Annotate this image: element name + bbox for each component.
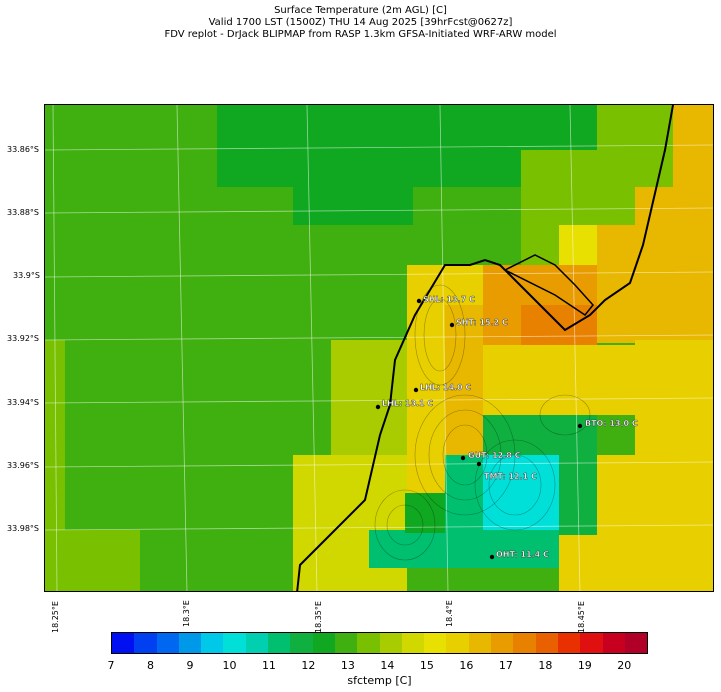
colorbar-swatch <box>134 633 157 653</box>
lat-tick: 33.92°S <box>7 334 39 343</box>
warm-zone <box>559 225 597 265</box>
colorbar-swatch <box>334 633 358 653</box>
map-title: Surface Temperature (2m AGL) [C] Valid 1… <box>0 5 721 41</box>
colorbar-tick: 14 <box>380 659 395 672</box>
mild-zone <box>293 455 407 591</box>
colorbar-swatch <box>357 633 380 653</box>
lon-tick: 18.35°E <box>314 601 323 633</box>
station-label: SHT: 15.2 C <box>456 318 508 327</box>
colorbar-tick: 20 <box>617 659 632 672</box>
station-label: SHL: 13.7 C <box>423 295 475 304</box>
station-labels: SHL: 13.7 C SHT: 15.2 C LHL: 14.0 C LHL:… <box>382 295 638 559</box>
colorbar-swatch <box>624 633 648 653</box>
colorbar-tick: 7 <box>107 659 115 672</box>
lon-tick: 18.45°E <box>577 601 586 633</box>
colorbar-swatch <box>535 633 558 653</box>
station-label: BTO: 13.0 C <box>585 419 638 428</box>
map-canvas: SHL: 13.7 C SHT: 15.2 C LHL: 14.0 C LHL:… <box>45 105 713 591</box>
colorbar-tick: 17 <box>498 659 513 672</box>
station-dot <box>416 298 422 304</box>
colorbar-swatch <box>424 633 447 653</box>
colorbar-tick: 16 <box>459 659 474 672</box>
title-line-2: Valid 1700 LST (1500Z) THU 14 Aug 2025 [… <box>208 17 513 28</box>
station-dot <box>489 554 495 560</box>
coastline <box>296 105 674 591</box>
lat-tick: 33.94°S <box>7 398 39 407</box>
colorbar-swatch <box>268 633 291 653</box>
colorbar-swatch <box>312 633 335 653</box>
station-label: OHT: 11.4 C <box>496 550 549 559</box>
cool-zone <box>445 455 483 535</box>
lat-tick: 33.9°S <box>13 271 40 280</box>
title-line-1: Surface Temperature (2m AGL) [C] <box>274 5 447 16</box>
colorbar-swatch <box>602 633 625 653</box>
colorbar-swatch <box>491 633 514 653</box>
cool-zone <box>405 493 445 533</box>
cool-band <box>293 187 413 225</box>
harbour-outline <box>503 254 594 317</box>
colorbar-swatch <box>290 633 313 653</box>
colorbar-swatch <box>156 633 179 653</box>
station-dot <box>577 423 583 429</box>
colorbar-tick: 9 <box>186 659 194 672</box>
lat-tick: 33.86°S <box>7 145 39 154</box>
warm-zone <box>483 345 635 415</box>
colorbar-swatch <box>468 633 492 653</box>
colorbar-swatch <box>223 633 246 653</box>
title-line-3: FDV replot - DrJack BLIPMAP from RASP 1.… <box>164 29 557 40</box>
colorbar-swatch <box>245 633 269 653</box>
station-dot <box>375 404 381 410</box>
colorbar-tick: 11 <box>261 659 276 672</box>
colorbar-tick: 18 <box>538 659 553 672</box>
colorbar-swatch <box>379 633 402 653</box>
colorbar-swatch <box>446 633 469 653</box>
lat-tick: 33.88°S <box>7 208 39 217</box>
colorbar-tick: 15 <box>419 659 434 672</box>
colorbar-swatch <box>178 633 202 653</box>
cold-zone <box>483 455 559 531</box>
station-dot <box>476 461 482 467</box>
colorbar-tick: 10 <box>222 659 237 672</box>
colorbar-label: sfctemp [C] <box>347 674 412 687</box>
station-dot <box>413 387 419 393</box>
colorbar-swatch <box>513 633 536 653</box>
colorbar-tick: 13 <box>340 659 355 672</box>
warm-zone <box>673 105 713 187</box>
station-dot <box>460 455 466 461</box>
colorbar-tick: 19 <box>577 659 592 672</box>
colorbar-tick: 8 <box>146 659 154 672</box>
lat-tick: 33.98°S <box>7 524 39 533</box>
colorbar-swatch <box>557 633 581 653</box>
colorbar-swatch <box>112 633 135 653</box>
lon-tick: 18.4°E <box>445 600 454 627</box>
lon-tick: 18.3°E <box>182 600 191 627</box>
station-label: TMT: 12.1 C <box>484 472 537 481</box>
terrain-contours <box>374 284 591 561</box>
colorbar-tick: 12 <box>301 659 316 672</box>
lat-tick: 33.96°S <box>7 461 39 470</box>
lon-tick: 18.25°E <box>51 601 60 633</box>
cool-zone <box>369 530 559 568</box>
colorbar-swatch <box>401 633 425 653</box>
temperature-map[interactable]: SHL: 13.7 C SHT: 15.2 C LHL: 14.0 C LHL:… <box>44 104 714 592</box>
station-markers <box>375 298 583 560</box>
warm-zone <box>445 305 483 455</box>
graticule <box>45 105 713 591</box>
station-label: GUT: 12.8 C <box>468 451 521 460</box>
warm-zone <box>45 530 140 591</box>
colorbar-swatch <box>580 633 603 653</box>
station-label: LHL: 13.1 C <box>382 399 433 408</box>
station-label: LHL: 14.0 C <box>420 383 471 392</box>
station-dot <box>449 322 455 328</box>
colorbar <box>111 632 648 654</box>
colorbar-swatch <box>201 633 224 653</box>
